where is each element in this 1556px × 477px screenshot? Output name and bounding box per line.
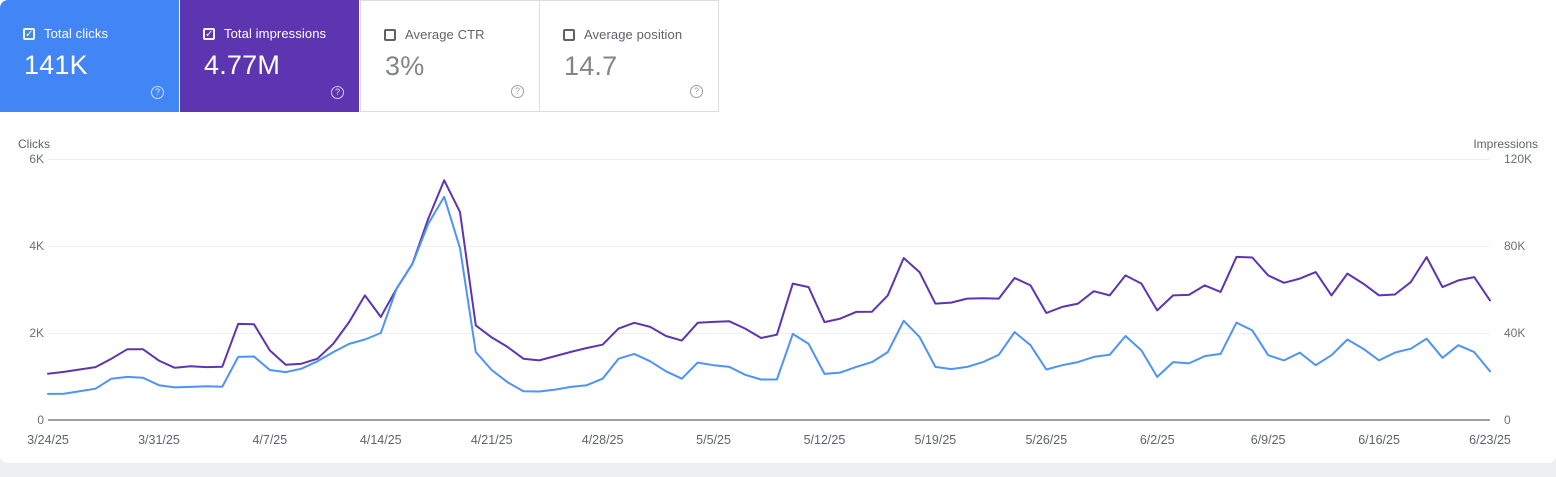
- help-icon[interactable]: ?: [690, 85, 703, 98]
- gridline: [48, 333, 1490, 334]
- checkbox-average-ctr[interactable]: [384, 28, 396, 41]
- scorecard-value: 4.77M: [204, 50, 281, 80]
- x-axis-tick-label: 4/7/25: [252, 433, 288, 447]
- scorecard-header: ✓ Total clicks: [23, 26, 108, 41]
- scorecard-average-ctr[interactable]: Average CTR 3% ?: [360, 0, 540, 112]
- right-axis-tick-label: 80K: [1504, 239, 1526, 253]
- x-axis-tick-label: 5/19/25: [914, 433, 957, 447]
- right-axis-title: Impressions: [1473, 137, 1538, 151]
- x-axis-line: [48, 419, 1490, 421]
- help-icon[interactable]: ?: [331, 86, 344, 99]
- scorecard-value: 141K: [24, 50, 88, 80]
- help-icon[interactable]: ?: [511, 85, 524, 98]
- scorecard-total-clicks[interactable]: ✓ Total clicks 141K ?: [0, 0, 179, 112]
- performance-chart-plot[interactable]: [0, 0, 1556, 463]
- gridline: [48, 159, 1490, 160]
- left-axis-title: Clicks: [18, 137, 50, 151]
- scorecard-header: Average position: [563, 27, 682, 42]
- left-axis-tick-label: 0: [37, 413, 44, 427]
- scorecard-value: 14.7: [564, 51, 618, 81]
- checkbox-total-clicks[interactable]: ✓: [23, 27, 35, 40]
- right-axis-tick-label: 120K: [1504, 152, 1533, 166]
- metric-cards-row: ✓ Total clicks 141K ? ✓ Total impression…: [0, 0, 719, 112]
- gridline: [48, 246, 1490, 247]
- scorecard-total-impressions[interactable]: ✓ Total impressions 4.77M ?: [180, 0, 359, 112]
- x-axis-tick-label: 5/5/25: [696, 433, 731, 447]
- left-axis-tick-label: 4K: [29, 239, 44, 253]
- scorecard-label: Total clicks: [44, 26, 109, 41]
- x-axis-tick-label: 5/26/25: [1025, 433, 1068, 447]
- impressions-line: [47, 179, 1491, 375]
- scorecard-label: Average CTR: [405, 27, 485, 42]
- x-axis-tick-label: 3/24/25: [27, 433, 69, 447]
- scorecard-average-position[interactable]: Average position 14.7 ?: [539, 0, 719, 112]
- scorecard-label: Average position: [584, 27, 683, 42]
- scorecard-label: Total impressions: [224, 26, 327, 41]
- x-axis-tick-label: 6/23/25: [1469, 433, 1511, 447]
- scorecard-header: Average CTR: [384, 27, 485, 42]
- x-axis-tick-label: 6/16/25: [1358, 433, 1400, 447]
- x-axis-tick-label: 6/9/25: [1250, 433, 1286, 447]
- scorecard-header: ✓ Total impressions: [203, 26, 326, 41]
- left-axis-tick-label: 2K: [29, 326, 44, 340]
- scorecard-value: 3%: [385, 51, 425, 81]
- left-axis-tick-label: 6K: [29, 152, 44, 166]
- checkbox-total-impressions[interactable]: ✓: [203, 27, 215, 40]
- clicks-line: [47, 195, 1491, 395]
- x-axis-tick-label: 4/21/25: [470, 433, 513, 447]
- help-icon[interactable]: ?: [151, 86, 164, 99]
- x-axis-tick-label: 4/28/25: [581, 433, 624, 447]
- x-axis-tick-label: 5/12/25: [803, 433, 846, 447]
- performance-panel: ✓ Total clicks 141K ? ✓ Total impression…: [0, 0, 1556, 463]
- right-axis-tick-label: 40K: [1504, 326, 1526, 340]
- checkbox-average-position[interactable]: [563, 28, 575, 41]
- x-axis-tick-label: 6/2/25: [1139, 433, 1175, 447]
- x-axis-tick-label: 4/14/25: [359, 433, 402, 447]
- x-axis-tick-label: 3/31/25: [138, 433, 180, 447]
- right-axis-tick-label: 0: [1504, 413, 1511, 427]
